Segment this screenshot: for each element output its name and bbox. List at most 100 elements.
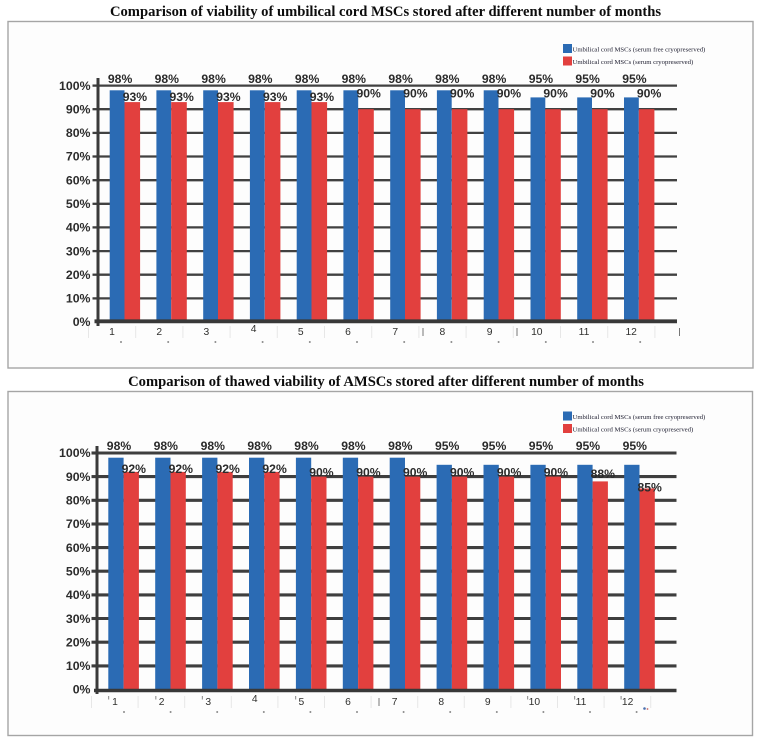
svg-text:90%: 90%	[66, 470, 91, 484]
svg-text:95%: 95%	[529, 439, 554, 453]
svg-text:92%: 92%	[122, 462, 147, 476]
svg-text:9: 9	[485, 697, 491, 708]
svg-text:60%: 60%	[66, 173, 91, 187]
svg-text:60%: 60%	[66, 541, 91, 555]
svg-text:85%: 85%	[637, 481, 662, 495]
svg-text:90%: 90%	[356, 466, 381, 480]
svg-text:98%: 98%	[482, 72, 507, 86]
svg-text:70%: 70%	[66, 150, 91, 164]
svg-text:40%: 40%	[66, 221, 91, 235]
svg-text:6: 6	[345, 697, 351, 708]
svg-text:92%: 92%	[169, 462, 194, 476]
svg-text:90%: 90%	[450, 87, 475, 101]
svg-text:90%: 90%	[544, 466, 569, 480]
svg-text:1: 1	[109, 327, 115, 338]
svg-text:8: 8	[440, 327, 446, 338]
svg-text:6: 6	[345, 327, 351, 338]
svg-text:0%: 0%	[73, 683, 91, 697]
svg-text:Umbilical cord MSCs (serum fre: Umbilical cord MSCs (serum free cryopres…	[573, 46, 706, 53]
svg-text:93%: 93%	[123, 90, 148, 104]
svg-text:90%: 90%	[66, 102, 91, 116]
svg-text:95%: 95%	[482, 439, 507, 453]
svg-text:95%: 95%	[622, 72, 647, 86]
svg-text:100%: 100%	[59, 446, 91, 460]
svg-text:98%: 98%	[247, 439, 272, 453]
svg-text:90%: 90%	[637, 87, 662, 101]
svg-text:70%: 70%	[66, 517, 91, 531]
svg-text:5: 5	[298, 327, 304, 338]
svg-text:98%: 98%	[155, 72, 180, 86]
svg-text:50%: 50%	[66, 197, 91, 211]
svg-text:3: 3	[204, 327, 210, 338]
svg-text:8: 8	[438, 697, 444, 708]
svg-text:Umbilical cord MSCs (serum fre: Umbilical cord MSCs (serum free cryopres…	[573, 414, 706, 421]
svg-text:90%: 90%	[543, 87, 568, 101]
svg-text:2: 2	[156, 327, 162, 338]
svg-text:Umbilical cord MSCs (serum cry: Umbilical cord MSCs (serum cryopreserved…	[573, 59, 694, 66]
svg-text:90%: 90%	[403, 87, 428, 101]
svg-text:98%: 98%	[108, 72, 133, 86]
svg-text:98%: 98%	[388, 72, 413, 86]
svg-text:11: 11	[579, 327, 590, 338]
svg-text:7: 7	[392, 327, 398, 338]
svg-text:98%: 98%	[295, 72, 320, 86]
svg-text:10: 10	[531, 327, 543, 338]
svg-text:11: 11	[576, 697, 587, 708]
svg-text:98%: 98%	[201, 439, 226, 453]
svg-text:98%: 98%	[435, 72, 460, 86]
svg-text:98%: 98%	[342, 72, 367, 86]
svg-text:3: 3	[205, 697, 211, 708]
svg-text:92%: 92%	[262, 462, 287, 476]
svg-text:90%: 90%	[450, 466, 475, 480]
svg-text:95%: 95%	[623, 439, 648, 453]
svg-text:1: 1	[112, 697, 118, 708]
svg-text:95%: 95%	[435, 439, 460, 453]
svg-text:80%: 80%	[66, 494, 91, 508]
svg-text:12: 12	[625, 327, 637, 338]
svg-text:98%: 98%	[201, 72, 226, 86]
svg-text:98%: 98%	[294, 439, 319, 453]
svg-text:40%: 40%	[66, 588, 91, 602]
svg-text:12: 12	[622, 697, 634, 708]
svg-text:92%: 92%	[215, 462, 240, 476]
svg-text:95%: 95%	[575, 72, 600, 86]
svg-text:93%: 93%	[310, 90, 335, 104]
svg-text:50%: 50%	[66, 565, 91, 579]
svg-text:0%: 0%	[73, 315, 91, 329]
svg-text:30%: 30%	[66, 244, 91, 258]
svg-text:2: 2	[159, 697, 165, 708]
svg-text:20%: 20%	[66, 268, 91, 282]
svg-text:Comparison of thawed viability: Comparison of thawed viability of AMSCs …	[128, 374, 644, 390]
svg-text:4: 4	[251, 324, 257, 335]
svg-text:98%: 98%	[341, 439, 366, 453]
svg-text:88%: 88%	[591, 467, 616, 481]
svg-text:93%: 93%	[263, 90, 288, 104]
svg-text:5: 5	[299, 697, 305, 708]
svg-text:Comparison of viability of umb: Comparison of viability of umbilical cor…	[110, 4, 661, 20]
svg-text:10: 10	[529, 697, 541, 708]
svg-text:95%: 95%	[576, 439, 601, 453]
svg-text:100%: 100%	[59, 79, 91, 93]
svg-text:90%: 90%	[403, 466, 428, 480]
svg-text:90%: 90%	[309, 466, 334, 480]
svg-text:95%: 95%	[529, 72, 554, 86]
svg-text:10%: 10%	[66, 292, 91, 306]
svg-text:98%: 98%	[248, 72, 273, 86]
svg-text:93%: 93%	[216, 90, 241, 104]
svg-text:98%: 98%	[154, 439, 179, 453]
svg-text:4: 4	[252, 694, 258, 705]
svg-text:30%: 30%	[66, 612, 91, 626]
svg-text:10%: 10%	[66, 659, 91, 673]
svg-text:20%: 20%	[66, 635, 91, 649]
svg-text:98%: 98%	[388, 439, 413, 453]
svg-text:80%: 80%	[66, 126, 91, 140]
svg-text:90%: 90%	[590, 87, 615, 101]
svg-text:90%: 90%	[497, 466, 522, 480]
svg-text:98%: 98%	[107, 439, 132, 453]
svg-text:Umbilical cord MSCs (serum cry: Umbilical cord MSCs (serum cryopreserved…	[573, 426, 694, 433]
svg-text:7: 7	[392, 697, 398, 708]
svg-text:9: 9	[487, 327, 493, 338]
svg-text:90%: 90%	[497, 87, 522, 101]
svg-text:90%: 90%	[356, 87, 381, 101]
svg-text:93%: 93%	[169, 90, 194, 104]
